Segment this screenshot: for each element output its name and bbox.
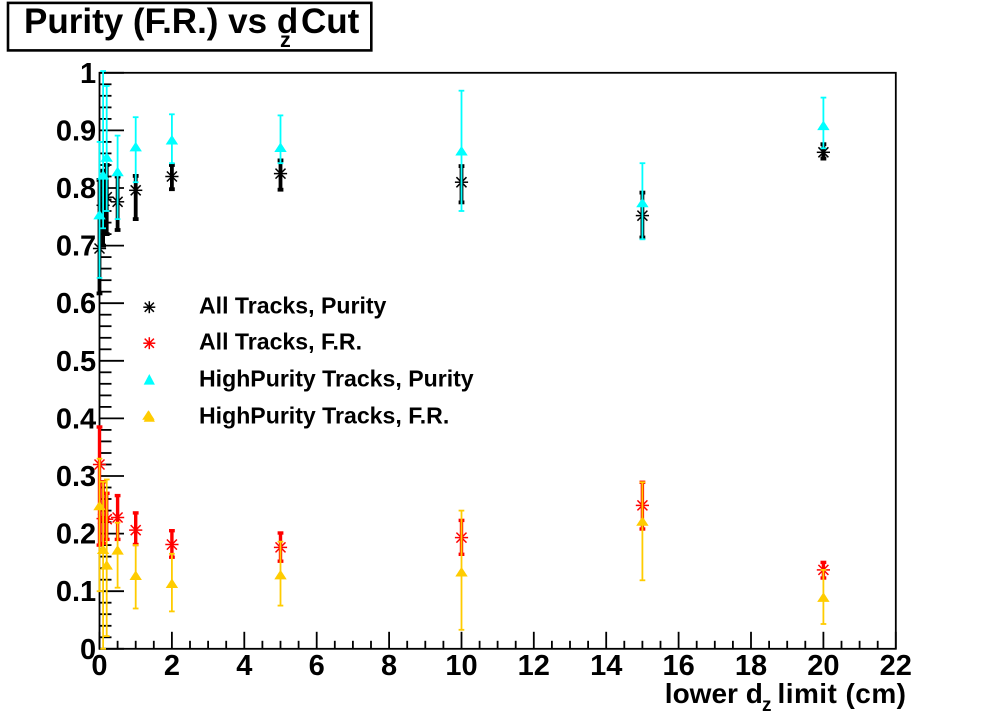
- svg-text:0.1: 0.1: [56, 576, 96, 608]
- svg-text:20: 20: [807, 650, 839, 682]
- svg-text:0.9: 0.9: [56, 115, 96, 147]
- svg-text:0.6: 0.6: [56, 288, 96, 320]
- svg-text:10: 10: [445, 650, 477, 682]
- svg-text:2: 2: [164, 650, 180, 682]
- svg-text:0.3: 0.3: [56, 461, 96, 493]
- svg-text:0.4: 0.4: [56, 403, 96, 435]
- svg-text:0: 0: [80, 634, 96, 666]
- svg-text:8: 8: [381, 650, 397, 682]
- svg-text:Purity (F.R.) vs d: Purity (F.R.) vs d: [24, 2, 298, 41]
- svg-text:All Tracks, F.R.: All Tracks, F.R.: [199, 329, 362, 355]
- svg-text:4: 4: [236, 650, 252, 682]
- svg-text:0.2: 0.2: [56, 519, 96, 551]
- svg-text:18: 18: [735, 650, 767, 682]
- svg-text:HighPurity Tracks, Purity: HighPurity Tracks, Purity: [199, 365, 474, 391]
- svg-text:z: z: [280, 28, 291, 52]
- svg-text:22: 22: [880, 650, 912, 682]
- svg-text:12: 12: [518, 650, 550, 682]
- svg-text:6: 6: [309, 650, 325, 682]
- svg-text:14: 14: [590, 650, 622, 682]
- svg-text:0.8: 0.8: [56, 173, 96, 205]
- svg-text:0.7: 0.7: [56, 231, 96, 263]
- svg-text:0.5: 0.5: [56, 346, 96, 378]
- svg-text:lower d: lower d: [665, 678, 763, 709]
- svg-text:All Tracks, Purity: All Tracks, Purity: [199, 293, 387, 319]
- svg-text:z: z: [762, 695, 772, 716]
- svg-text:16: 16: [662, 650, 694, 682]
- svg-text:0: 0: [91, 650, 107, 682]
- svg-text:1: 1: [80, 58, 96, 90]
- svg-text:limit (cm): limit (cm): [778, 678, 907, 709]
- svg-text:Cut: Cut: [301, 2, 360, 41]
- svg-text:HighPurity Tracks, F.R.: HighPurity Tracks, F.R.: [199, 402, 449, 428]
